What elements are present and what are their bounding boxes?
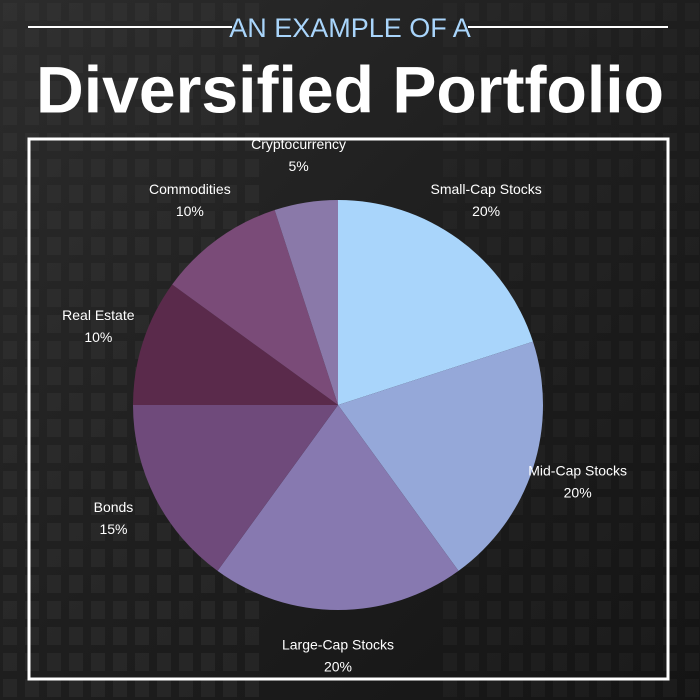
pie-slice xyxy=(172,210,338,405)
slice-label: Cryptocurrency xyxy=(251,136,346,152)
slice-value-label: 20% xyxy=(324,659,352,675)
pie-slice xyxy=(133,405,338,571)
slice-label: Small-Cap Stocks xyxy=(430,181,541,197)
slice-label: Large-Cap Stocks xyxy=(282,637,394,653)
pie-slice xyxy=(338,341,544,571)
slice-value-label: 20% xyxy=(564,485,592,501)
slice-value-label: 10% xyxy=(176,203,204,219)
pie-slice xyxy=(217,405,459,611)
pie-slice xyxy=(338,200,533,405)
pie xyxy=(133,200,544,611)
slice-label: Bonds xyxy=(94,499,134,515)
slice-label: Commodities xyxy=(149,181,231,197)
slice-value-label: 5% xyxy=(288,158,308,174)
slice-label: Mid-Cap Stocks xyxy=(528,463,627,479)
pie-slice xyxy=(274,200,338,405)
subtitle: AN EXAMPLE OF A xyxy=(229,13,471,43)
slice-value-label: 20% xyxy=(472,203,500,219)
frame xyxy=(27,137,670,681)
slice-label: Real Estate xyxy=(62,307,135,323)
chart-title: Diversified Portfolio xyxy=(36,52,664,126)
slice-value-label: 10% xyxy=(84,329,112,345)
slice-value-label: 15% xyxy=(99,521,127,537)
pie-slice xyxy=(133,284,338,405)
